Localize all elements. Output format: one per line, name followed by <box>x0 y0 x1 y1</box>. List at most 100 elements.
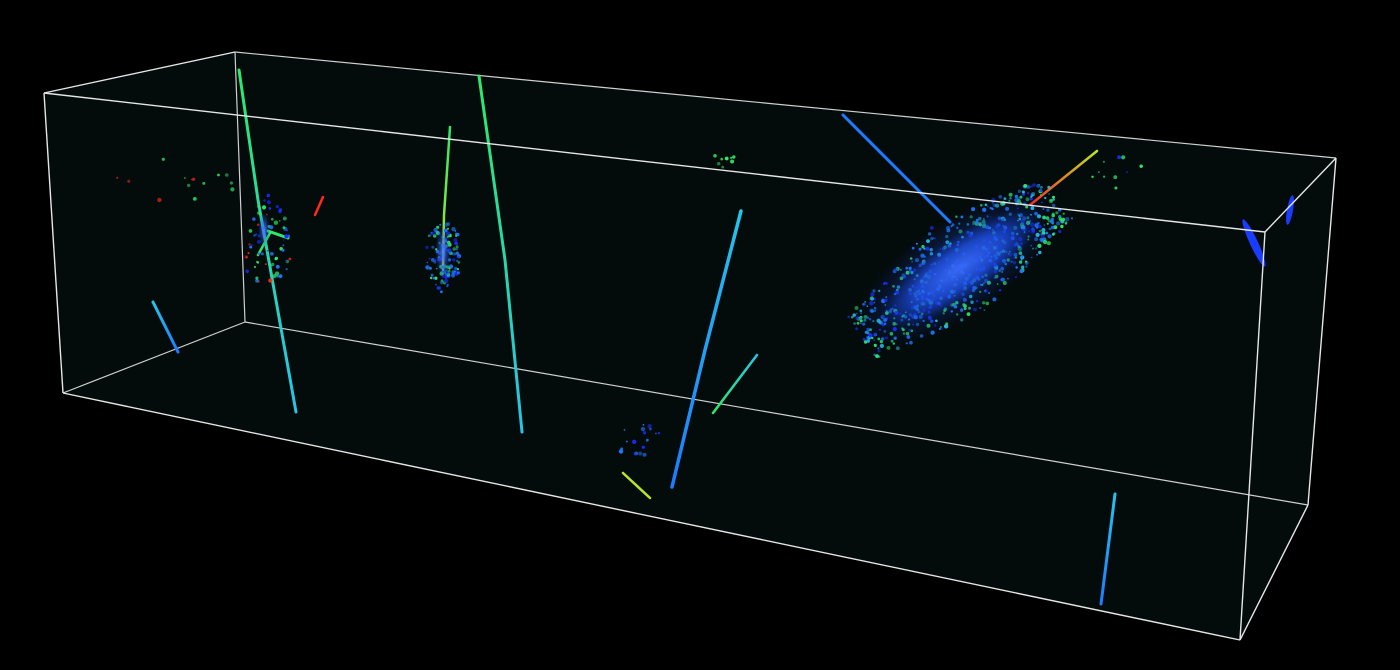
hit-point <box>229 181 233 185</box>
hit-point <box>657 431 661 435</box>
box-edge <box>244 321 1309 506</box>
particle-track <box>151 300 180 354</box>
hit-point <box>721 165 724 169</box>
hit-point <box>230 187 235 192</box>
hit-point <box>436 225 440 229</box>
hit-point <box>452 247 457 251</box>
hit-point <box>270 252 274 256</box>
hit-point <box>255 279 259 283</box>
box-edge <box>234 51 1337 159</box>
hit-point <box>873 353 876 356</box>
hit-point <box>256 260 259 264</box>
hit-point <box>456 268 459 271</box>
shower-cluster <box>852 190 1058 350</box>
hit-point <box>437 286 442 290</box>
hit-point <box>1060 224 1064 229</box>
hit-point <box>642 452 647 457</box>
hit-point <box>456 259 459 262</box>
hit-point <box>645 438 649 442</box>
hit-point <box>266 200 271 205</box>
hit-point <box>452 258 456 262</box>
hit-point <box>455 248 458 251</box>
hit-point <box>248 229 253 233</box>
hit-point <box>250 244 253 247</box>
hit-point <box>623 429 626 431</box>
hit-point <box>257 252 261 255</box>
hit-point <box>260 252 264 256</box>
hit-point <box>1062 212 1065 215</box>
hit-point <box>1102 175 1106 178</box>
hit-point <box>1117 155 1121 160</box>
hit-point <box>431 245 435 249</box>
hit-point <box>446 284 449 286</box>
hit-point <box>1052 195 1055 199</box>
hit-point <box>284 234 289 239</box>
hit-point <box>632 439 637 444</box>
hit-point <box>245 256 248 259</box>
hit-point <box>453 238 458 243</box>
particle-track <box>237 68 298 414</box>
hit-point <box>618 449 624 454</box>
hit-point <box>454 266 458 270</box>
hit-point <box>1064 221 1068 225</box>
hit-point <box>278 275 282 279</box>
shower-halo <box>852 190 1058 350</box>
hit-point <box>455 251 459 255</box>
hit-point <box>225 173 229 177</box>
hit-point <box>192 197 197 201</box>
particle-track <box>841 113 952 224</box>
hit-cluster <box>435 224 451 280</box>
hit-point <box>1047 185 1051 189</box>
particle-track <box>1099 492 1117 606</box>
hit-cluster <box>1242 219 1266 267</box>
box-edge <box>43 51 236 94</box>
hit-point <box>274 257 277 261</box>
hit-cluster <box>258 212 270 248</box>
hit-point <box>1091 175 1094 178</box>
hit-point <box>1058 229 1062 234</box>
hit-point <box>283 239 285 241</box>
hit-point <box>257 204 261 208</box>
hit-point <box>245 269 249 274</box>
hit-point <box>724 156 729 161</box>
box-edge <box>1264 157 1337 233</box>
particle-track <box>670 209 743 489</box>
hit-point <box>264 263 267 266</box>
hit-point <box>282 226 286 230</box>
hit-point <box>281 248 285 252</box>
hit-point <box>285 259 288 262</box>
box-edge <box>62 392 1241 641</box>
hit-point <box>877 349 881 353</box>
hit-point <box>1023 184 1028 188</box>
hit-point <box>268 278 273 283</box>
box-edge <box>1239 231 1266 641</box>
hit-point <box>127 179 131 183</box>
hit-point <box>430 273 434 277</box>
hit-point <box>269 225 274 230</box>
hit-point <box>116 176 119 179</box>
hit-point <box>255 276 259 280</box>
hit-point <box>1065 217 1070 222</box>
hit-point <box>1059 218 1064 223</box>
hit-point <box>266 193 271 198</box>
hit-point <box>446 222 451 226</box>
hit-point <box>1032 183 1036 187</box>
hit-point <box>425 245 429 250</box>
hit-point <box>285 268 288 271</box>
hit-point <box>1052 232 1056 236</box>
hit-point <box>252 217 256 221</box>
box-edge <box>43 92 64 394</box>
hit-point <box>1030 185 1033 188</box>
hit-point <box>444 278 449 283</box>
box-edge <box>234 51 246 323</box>
hit-point <box>161 157 165 161</box>
hit-point <box>1114 186 1118 190</box>
hit-point <box>426 261 429 264</box>
hit-point <box>454 241 459 246</box>
hit-point <box>642 423 645 426</box>
hit-point <box>271 217 274 221</box>
hit-point <box>730 159 735 164</box>
hit-point <box>642 431 647 435</box>
